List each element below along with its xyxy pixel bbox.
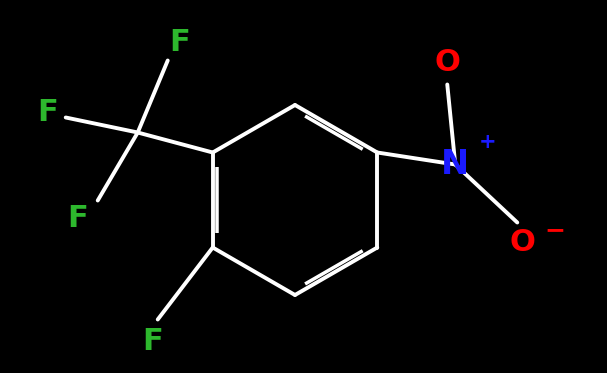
Text: F: F [143, 327, 163, 356]
Text: O: O [509, 228, 535, 257]
Text: F: F [67, 204, 88, 233]
Text: N: N [441, 148, 469, 181]
Text: F: F [38, 98, 58, 127]
Text: −: − [544, 219, 566, 242]
Text: +: + [478, 132, 496, 153]
Text: O: O [435, 48, 460, 77]
Text: F: F [169, 28, 190, 57]
